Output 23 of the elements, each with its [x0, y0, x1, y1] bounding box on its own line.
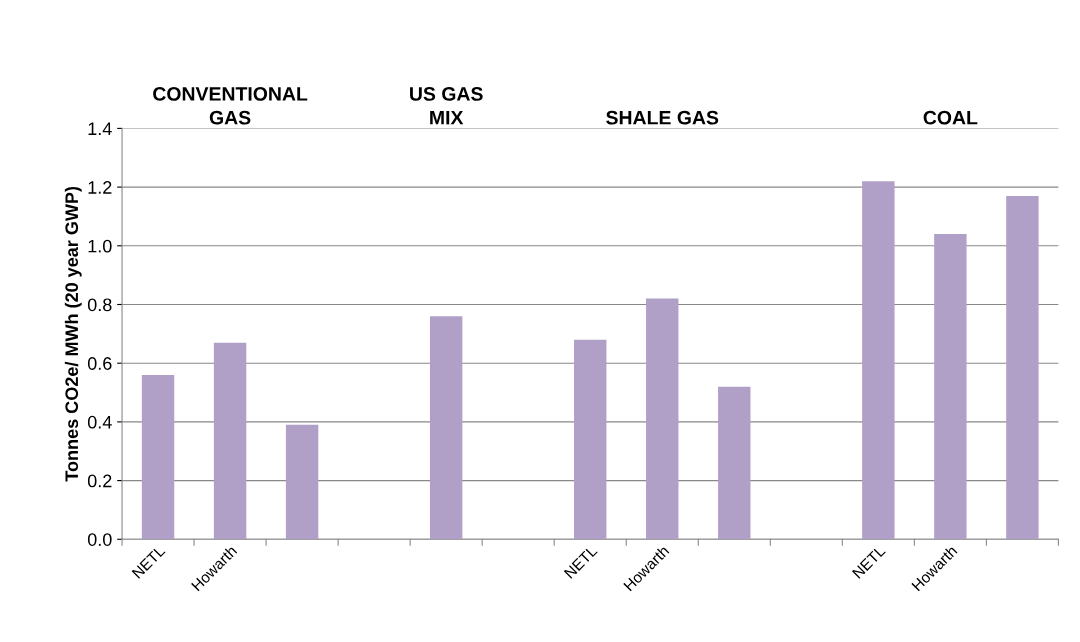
y-tick-label: 0.8 [87, 298, 112, 312]
y-tick-label: 0.0 [87, 533, 112, 546]
text: SHALE GAS [606, 110, 719, 125]
bar [934, 234, 967, 540]
y-axis-title: Tonnes CO2e/ MWh (20 year GWP) [64, 186, 82, 482]
y-tick-label: 1.2 [88, 181, 112, 194]
bar [141, 374, 175, 540]
y-tick-label: 0.2 [87, 474, 112, 488]
bar [429, 316, 463, 540]
bar [646, 298, 679, 540]
bar [213, 342, 247, 540]
y-tick-label: 1.4 [88, 122, 112, 135]
y-tick-label: 0.4 [87, 415, 112, 429]
bar [718, 386, 751, 540]
y-tick-label: 0.6 [87, 357, 112, 370]
bar [1006, 195, 1039, 540]
bar [574, 339, 607, 540]
bar [285, 424, 319, 540]
text: US GAS MIX [410, 87, 483, 125]
bar [862, 181, 895, 540]
y-tick-label: 1.0 [88, 239, 112, 253]
text: CONVENTIONAL GAS [153, 87, 308, 125]
text: COAL [923, 110, 978, 125]
